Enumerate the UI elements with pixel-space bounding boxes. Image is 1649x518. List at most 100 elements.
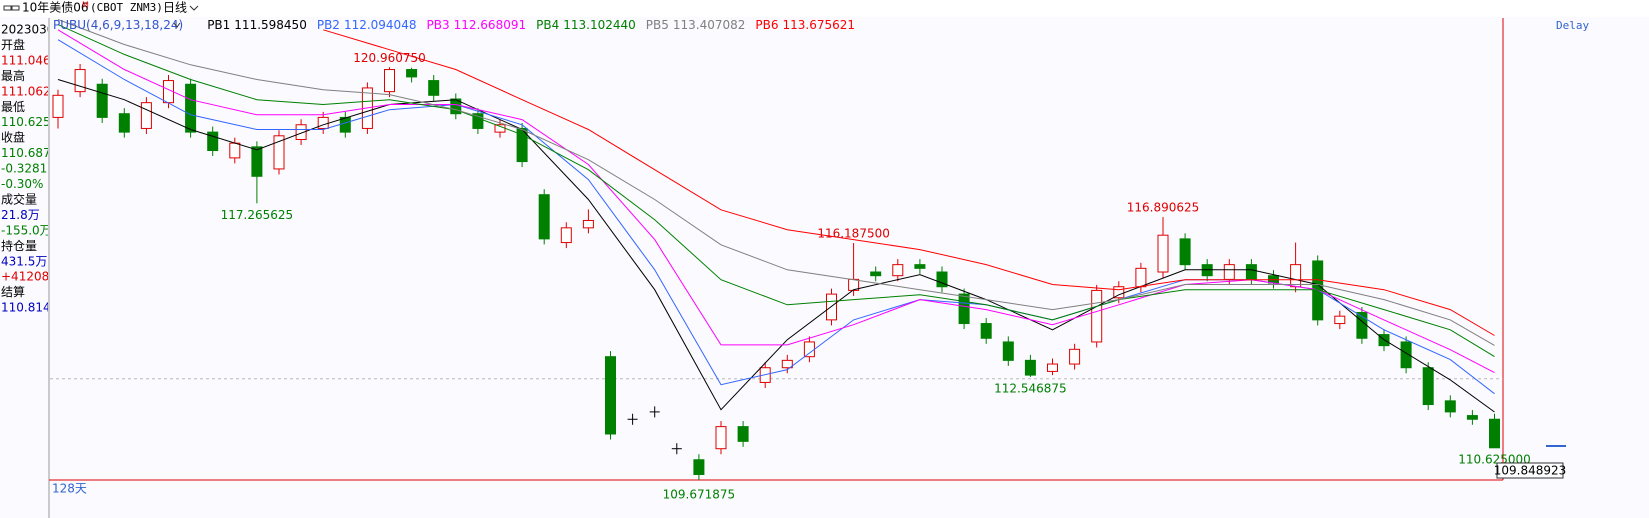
candle-body	[1444, 400, 1456, 413]
candle-body	[229, 142, 241, 159]
candle-body	[870, 271, 882, 277]
sidebar-item: 110.6250	[1, 115, 58, 129]
candle-body	[384, 69, 395, 93]
candle-body	[936, 271, 948, 288]
candle-body	[1024, 359, 1036, 376]
period-chevron[interactable]	[189, 5, 199, 11]
candle-body	[693, 459, 705, 475]
sidebar-item: -0.30%	[1, 177, 43, 191]
sidebar-item: -0.32812	[1, 162, 55, 176]
sidebar-item: 21.8万	[1, 208, 40, 222]
candle-body	[1069, 348, 1081, 365]
candle-body	[140, 102, 152, 129]
legend-value: 113.102440	[563, 18, 636, 32]
sidebar-item: -155.0万	[1, 223, 52, 237]
indicator-name: PUBU(4,6,9,13,18,24)	[53, 18, 183, 32]
candle-body	[472, 113, 484, 129]
sidebar-item: 收盘	[1, 130, 25, 145]
legend-name: PB6	[755, 18, 778, 32]
candle-body	[295, 124, 307, 140]
extreme-label: 116.187500	[817, 227, 890, 241]
extreme-label: 109.671875	[663, 487, 736, 501]
candle-body	[582, 219, 594, 229]
candle-body	[251, 146, 263, 177]
symbol-code: (CBOT ZNM3)	[90, 1, 163, 14]
price-box-label: 109.848923	[1494, 464, 1567, 478]
candle-body	[1179, 238, 1191, 266]
candle-body	[96, 83, 108, 118]
icon-part	[3, 5, 12, 11]
sidebar-item: 431.5万	[1, 254, 47, 268]
candle-body	[1422, 367, 1434, 406]
icon-part	[11, 5, 20, 11]
legend-name: PB2	[317, 18, 340, 32]
sidebar-item: 开盘	[1, 37, 25, 52]
delay-flag: Delay	[1556, 19, 1589, 32]
extreme-label: 116.890625	[1127, 201, 1200, 215]
extreme-label: 120.960750	[353, 51, 426, 65]
legend-value: 112.094048	[344, 18, 417, 32]
sidebar-item: +41208	[1, 270, 49, 284]
candle-body	[1466, 415, 1478, 420]
candle-body	[406, 69, 418, 78]
sidebar-item: 20230302	[1, 23, 62, 37]
sidebar-item: 最高	[1, 68, 25, 83]
plot-area	[50, 19, 1503, 480]
candle-body	[516, 127, 528, 163]
candle-body	[1290, 264, 1302, 288]
candle-body	[428, 80, 440, 96]
candle-body	[1113, 286, 1125, 299]
sidebar-item: 111.0468	[1, 53, 58, 67]
candle-body	[781, 359, 793, 369]
ma-line	[57, 24, 1495, 358]
legend-value: 111.598450	[234, 18, 307, 32]
candle-body	[1002, 341, 1014, 361]
candle-body	[207, 131, 219, 152]
sidebar-item: 111.0625	[1, 84, 58, 98]
indicator-legend: PUBU(4,6,9,13,18,24) PB1 111.598450 PB2 112.…	[53, 18, 855, 32]
candle-body	[538, 194, 550, 240]
candle-body	[892, 264, 904, 277]
candle-body	[1312, 260, 1324, 321]
extreme-label: 112.546875	[994, 382, 1067, 396]
sidebar-item: 最低	[1, 100, 25, 114]
sidebar-item: 结算	[1, 284, 25, 299]
toolbar	[0, 0, 1649, 17]
sidebar-item: 110.8147	[1, 301, 58, 315]
price-box	[1496, 462, 1564, 479]
candle-body	[980, 323, 992, 339]
candle-body	[715, 426, 727, 450]
legend-name: PB5	[646, 18, 669, 32]
legend-name: PB1	[207, 18, 230, 32]
candle-body	[1245, 264, 1257, 280]
candle-body	[737, 426, 749, 442]
legend-value: 112.668091	[454, 18, 527, 32]
sidebar-item: 成交量	[1, 191, 37, 206]
ma-line	[57, 19, 1495, 346]
legend-value: 113.407082	[673, 18, 746, 32]
symbol-superscript: M	[82, 1, 89, 10]
range-label: 128天	[52, 482, 87, 496]
candle-body	[1489, 418, 1500, 449]
extreme-label: 117.265625	[221, 208, 294, 222]
candle-body	[1334, 315, 1346, 325]
symbol[interactable]: 10年美债06	[22, 1, 89, 15]
ma-line	[323, 29, 1495, 336]
ma-line	[57, 79, 1495, 413]
candle-body	[185, 83, 197, 133]
sidebar-item: 110.6875	[1, 146, 58, 160]
candle-body	[1047, 363, 1058, 372]
toolbar-icon[interactable]	[3, 5, 20, 11]
legend-name: PB3	[426, 18, 449, 32]
candle-body	[273, 135, 285, 170]
candle-body	[1157, 234, 1169, 273]
candle-body	[1223, 264, 1235, 280]
legend-value: 113.675621	[783, 18, 856, 32]
candle-body	[52, 94, 64, 118]
candle-body	[560, 227, 572, 244]
period-select[interactable]: 日线	[163, 1, 187, 15]
candle-body	[1091, 289, 1103, 343]
